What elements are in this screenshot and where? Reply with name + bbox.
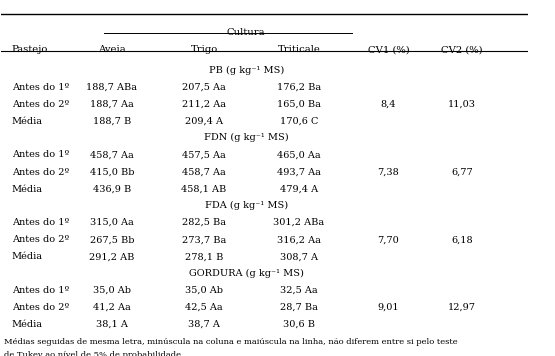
Text: 209,4 A: 209,4 A bbox=[185, 117, 223, 126]
Text: CV1 (%): CV1 (%) bbox=[367, 45, 409, 54]
Text: 458,1 AB: 458,1 AB bbox=[181, 185, 227, 194]
Text: 436,9 B: 436,9 B bbox=[93, 185, 131, 194]
Text: 316,2 Aa: 316,2 Aa bbox=[277, 235, 321, 244]
Text: Antes do 1º: Antes do 1º bbox=[12, 150, 69, 159]
Text: 11,03: 11,03 bbox=[448, 100, 476, 109]
Text: 207,5 Aa: 207,5 Aa bbox=[182, 83, 226, 91]
Text: 315,0 Aa: 315,0 Aa bbox=[90, 218, 134, 227]
Text: Trigo: Trigo bbox=[190, 45, 218, 54]
Text: 9,01: 9,01 bbox=[377, 303, 399, 312]
Text: Média: Média bbox=[12, 117, 43, 126]
Text: Antes do 2º: Antes do 2º bbox=[12, 303, 69, 312]
Text: 170,6 C: 170,6 C bbox=[280, 117, 318, 126]
Text: Aveia: Aveia bbox=[98, 45, 126, 54]
Text: 273,7 Ba: 273,7 Ba bbox=[182, 235, 226, 244]
Text: 7,38: 7,38 bbox=[377, 168, 399, 177]
Text: de Tukey ao nível de 5% de probabilidade.: de Tukey ao nível de 5% de probabilidade… bbox=[4, 351, 184, 356]
Text: 32,5 Aa: 32,5 Aa bbox=[280, 286, 317, 295]
Text: 278,1 B: 278,1 B bbox=[185, 252, 223, 261]
Text: 211,2 Aa: 211,2 Aa bbox=[182, 100, 226, 109]
Text: Antes do 2º: Antes do 2º bbox=[12, 168, 69, 177]
Text: 415,0 Bb: 415,0 Bb bbox=[90, 168, 134, 177]
Text: 457,5 Aa: 457,5 Aa bbox=[182, 150, 226, 159]
Text: 282,5 Ba: 282,5 Ba bbox=[182, 218, 226, 227]
Text: FDN (g kg⁻¹ MS): FDN (g kg⁻¹ MS) bbox=[204, 133, 289, 142]
Text: 30,6 B: 30,6 B bbox=[283, 320, 315, 329]
Text: 8,4: 8,4 bbox=[381, 100, 396, 109]
Text: Média: Média bbox=[12, 252, 43, 261]
Text: 6,77: 6,77 bbox=[451, 168, 473, 177]
Text: 12,97: 12,97 bbox=[448, 303, 476, 312]
Text: GORDURA (g kg⁻¹ MS): GORDURA (g kg⁻¹ MS) bbox=[189, 268, 304, 278]
Text: 41,2 Aa: 41,2 Aa bbox=[93, 303, 131, 312]
Text: Antes do 1º: Antes do 1º bbox=[12, 286, 69, 295]
Text: 267,5 Bb: 267,5 Bb bbox=[90, 235, 134, 244]
Text: Cultura: Cultura bbox=[227, 28, 265, 37]
Text: Média: Média bbox=[12, 320, 43, 329]
Text: PB (g kg⁻¹ MS): PB (g kg⁻¹ MS) bbox=[209, 66, 284, 75]
Text: CV2 (%): CV2 (%) bbox=[441, 45, 483, 54]
Text: FDA (g kg⁻¹ MS): FDA (g kg⁻¹ MS) bbox=[205, 201, 288, 210]
Text: 458,7 Aa: 458,7 Aa bbox=[90, 150, 134, 159]
Text: 458,7 Aa: 458,7 Aa bbox=[182, 168, 226, 177]
Text: 6,18: 6,18 bbox=[451, 235, 473, 244]
Text: Antes do 2º: Antes do 2º bbox=[12, 235, 69, 244]
Text: 7,70: 7,70 bbox=[377, 235, 399, 244]
Text: 291,2 AB: 291,2 AB bbox=[89, 252, 135, 261]
Text: 38,7 A: 38,7 A bbox=[188, 320, 220, 329]
Text: 479,4 A: 479,4 A bbox=[280, 185, 318, 194]
Text: 188,7 ABa: 188,7 ABa bbox=[87, 83, 138, 91]
Text: 176,2 Ba: 176,2 Ba bbox=[277, 83, 321, 91]
Text: Antes do 1º: Antes do 1º bbox=[12, 218, 69, 227]
Text: 35,0 Ab: 35,0 Ab bbox=[93, 286, 131, 295]
Text: 35,0 Ab: 35,0 Ab bbox=[185, 286, 223, 295]
Text: Médias seguidas de mesma letra, minúscula na coluna e maiúscula na linha, não di: Médias seguidas de mesma letra, minúscul… bbox=[4, 337, 458, 346]
Text: 308,7 A: 308,7 A bbox=[280, 252, 318, 261]
Text: Antes do 1º: Antes do 1º bbox=[12, 83, 69, 91]
Text: 188,7 Aa: 188,7 Aa bbox=[90, 100, 134, 109]
Text: Antes do 2º: Antes do 2º bbox=[12, 100, 69, 109]
Text: 465,0 Aa: 465,0 Aa bbox=[277, 150, 321, 159]
Text: Pastejo: Pastejo bbox=[12, 45, 48, 54]
Text: Triticale: Triticale bbox=[278, 45, 320, 54]
Text: 28,7 Ba: 28,7 Ba bbox=[280, 303, 318, 312]
Text: 301,2 ABa: 301,2 ABa bbox=[274, 218, 325, 227]
Text: 493,7 Aa: 493,7 Aa bbox=[277, 168, 321, 177]
Text: 42,5 Aa: 42,5 Aa bbox=[185, 303, 223, 312]
Text: Média: Média bbox=[12, 185, 43, 194]
Text: 38,1 A: 38,1 A bbox=[96, 320, 128, 329]
Text: 188,7 B: 188,7 B bbox=[93, 117, 131, 126]
Text: 165,0 Ba: 165,0 Ba bbox=[277, 100, 321, 109]
